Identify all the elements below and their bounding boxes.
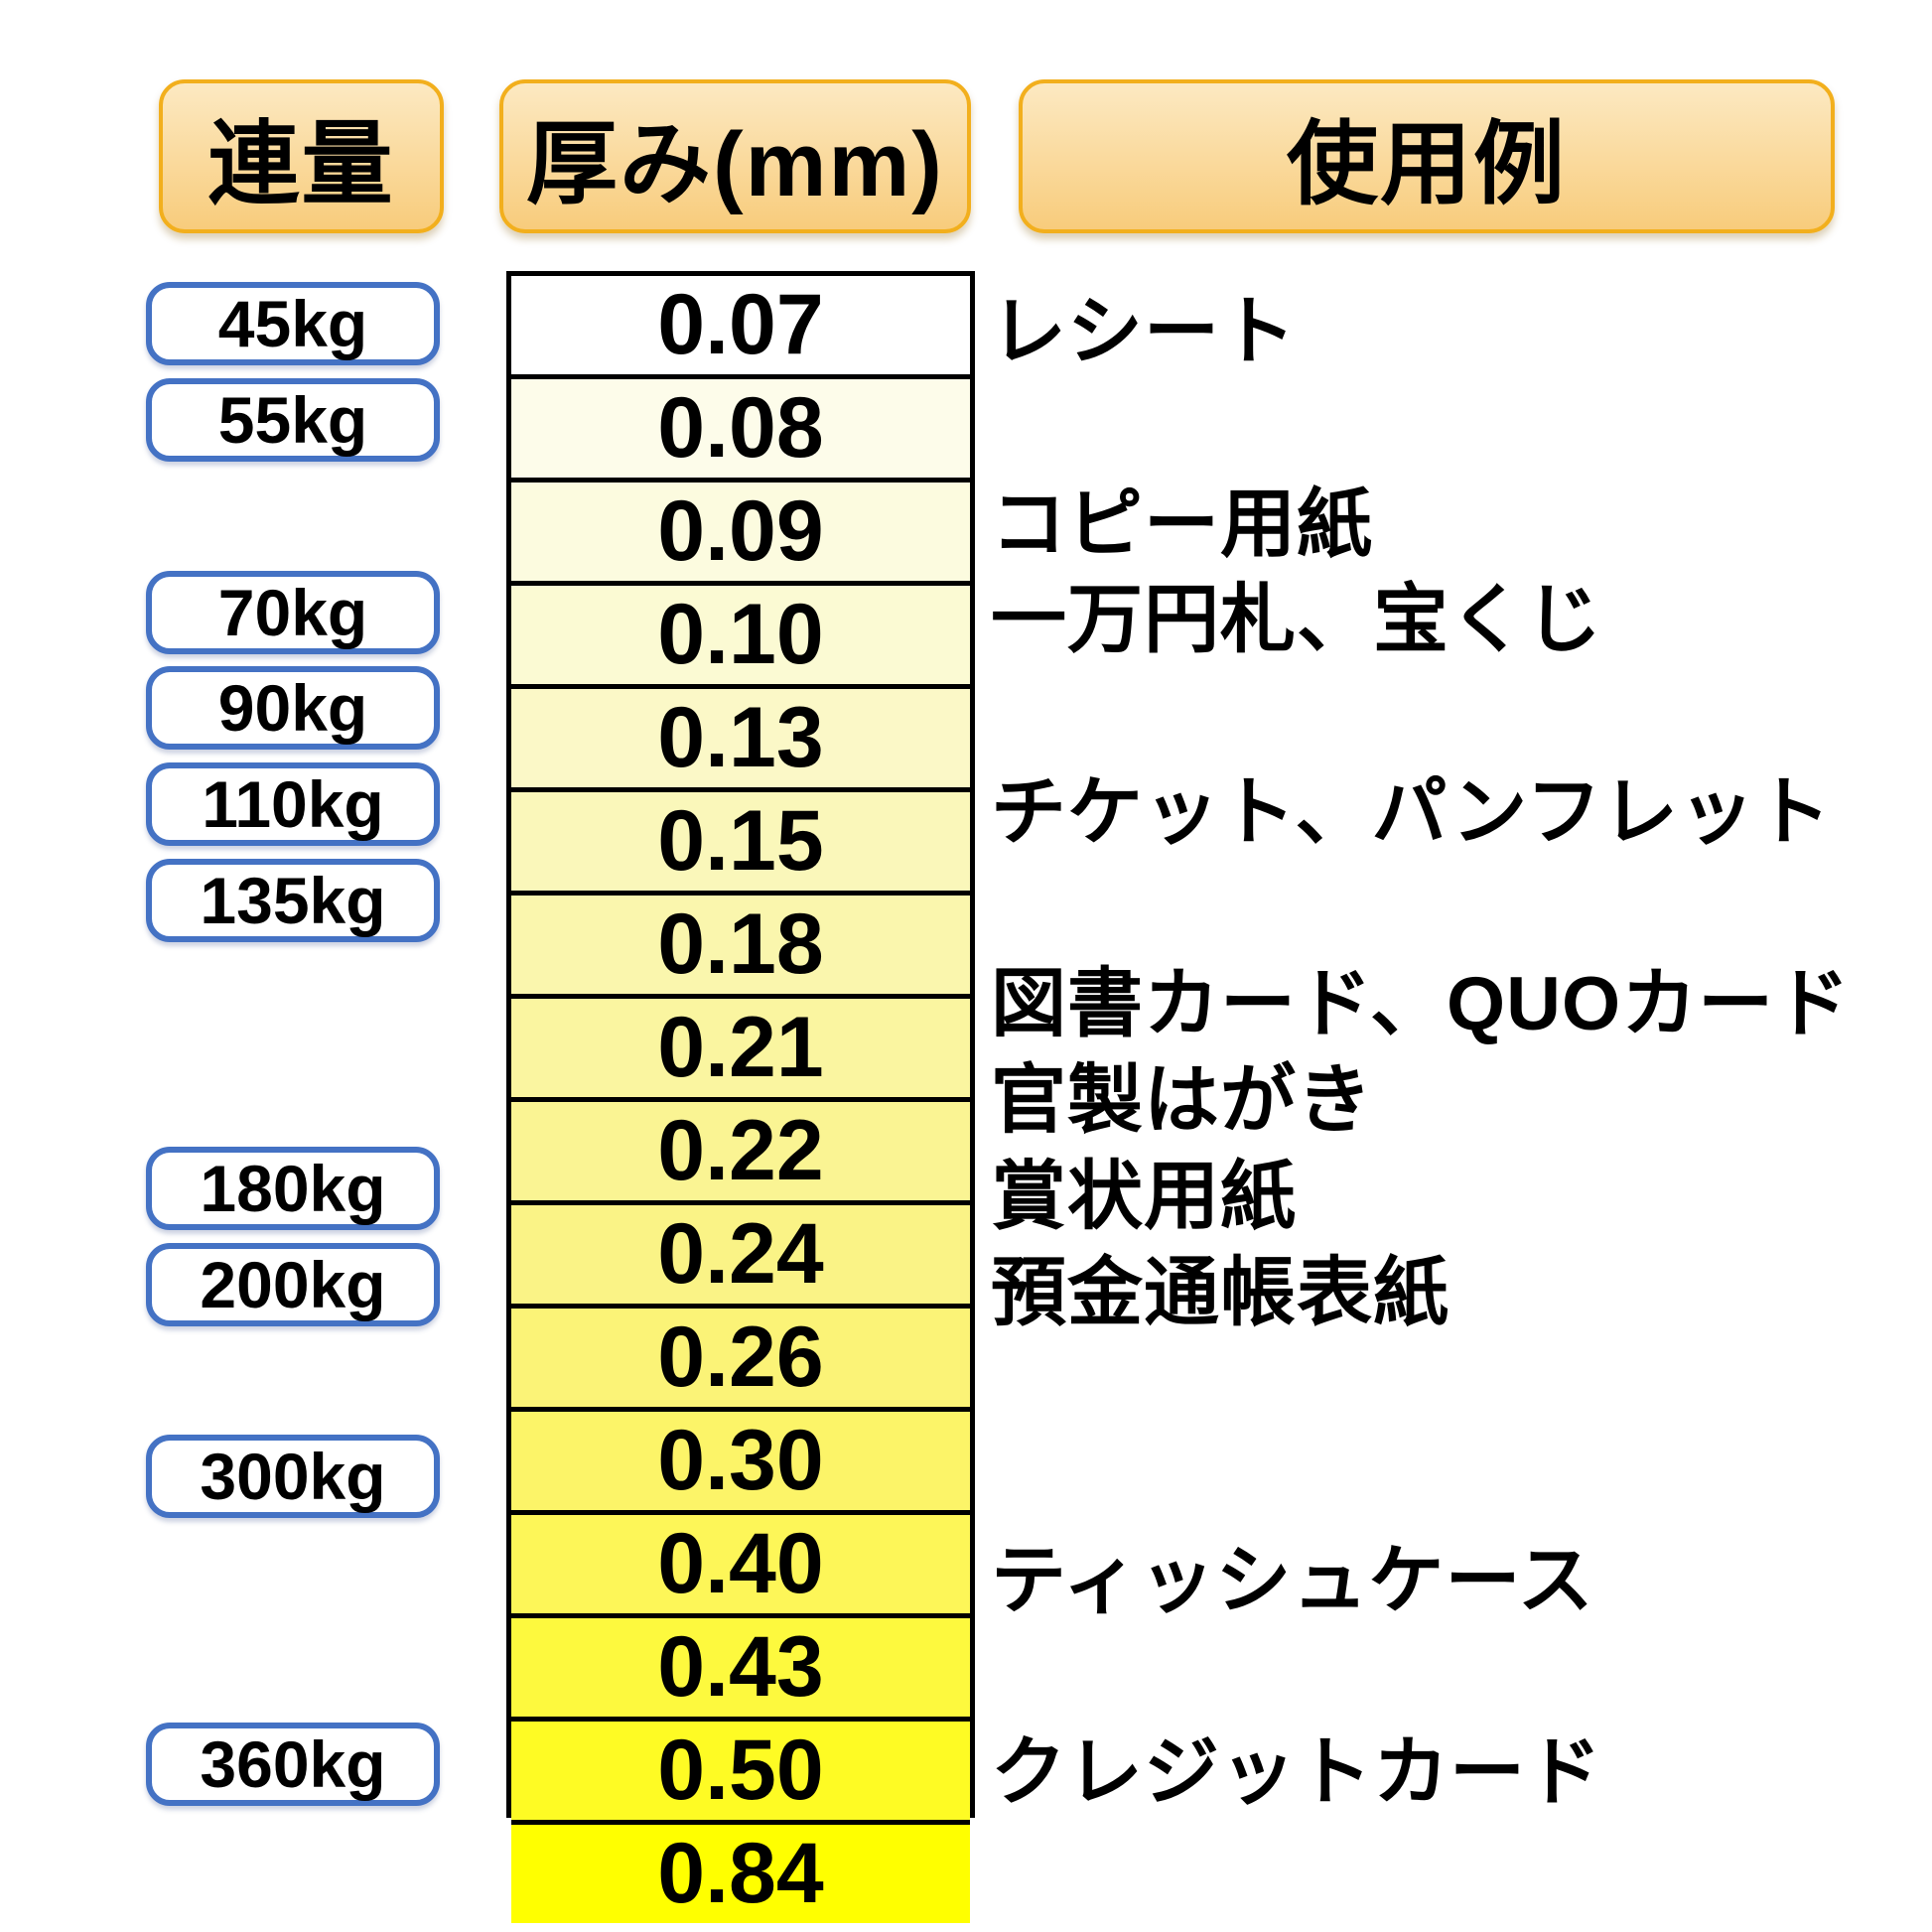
- header-pill-thickness: 厚み(mm): [499, 79, 971, 233]
- thickness-cell: 0.13: [511, 684, 970, 787]
- thickness-cell: 0.18: [511, 891, 970, 994]
- thickness-cell: 0.50: [511, 1717, 970, 1820]
- thickness-cell: 0.43: [511, 1613, 970, 1717]
- weight-pill-55kg: 55kg: [146, 378, 440, 462]
- thickness-cell: 0.24: [511, 1200, 970, 1304]
- weight-pill-70kg: 70kg: [146, 571, 440, 654]
- thickness-cell: 0.40: [511, 1510, 970, 1613]
- weight-pill-45kg: 45kg: [146, 282, 440, 365]
- header-pill-usage: 使用例: [1019, 79, 1835, 233]
- weight-pill-300kg: 300kg: [146, 1435, 440, 1518]
- example-label-ticket: チケット、パンフレット: [991, 769, 1832, 855]
- thickness-cell: 0.30: [511, 1407, 970, 1510]
- thickness-cell: 0.15: [511, 787, 970, 891]
- weight-pill-135kg: 135kg: [146, 859, 440, 942]
- thickness-cell: 0.84: [511, 1820, 970, 1923]
- example-label-certificate: 賞状用紙: [991, 1154, 1297, 1239]
- thickness-table: 0.07 0.08 0.09 0.10 0.13 0.15 0.18 0.21 …: [506, 271, 975, 1923]
- weight-pill-110kg: 110kg: [146, 762, 440, 846]
- example-label-credit-card: クレジットカード: [991, 1729, 1602, 1815]
- thickness-cell: 0.21: [511, 994, 970, 1097]
- thickness-cell: 0.09: [511, 478, 970, 581]
- example-label-receipt: レシート: [991, 289, 1297, 374]
- header-pill-ream-weight: 連量: [159, 79, 444, 233]
- weight-pill-360kg: 360kg: [146, 1723, 440, 1806]
- example-label-copy-paper: コピー用紙: [991, 482, 1373, 567]
- example-label-quo-card: 図書カード、QUOカード: [991, 961, 1852, 1046]
- weight-pill-90kg: 90kg: [146, 666, 440, 750]
- thickness-cell: 0.10: [511, 581, 970, 684]
- thickness-cell: 0.07: [511, 276, 970, 374]
- weight-pill-180kg: 180kg: [146, 1147, 440, 1230]
- example-label-banknote: 一万円札、宝くじ: [991, 577, 1602, 662]
- example-label-passbook: 預金通帳表紙: [991, 1250, 1449, 1335]
- weight-pill-200kg: 200kg: [146, 1243, 440, 1326]
- thickness-cell: 0.08: [511, 374, 970, 478]
- thickness-cell: 0.22: [511, 1097, 970, 1200]
- example-label-postcard: 官製はがき: [991, 1057, 1373, 1143]
- thickness-cell: 0.26: [511, 1304, 970, 1407]
- example-label-tissue-case: ティッシュケース: [991, 1538, 1594, 1623]
